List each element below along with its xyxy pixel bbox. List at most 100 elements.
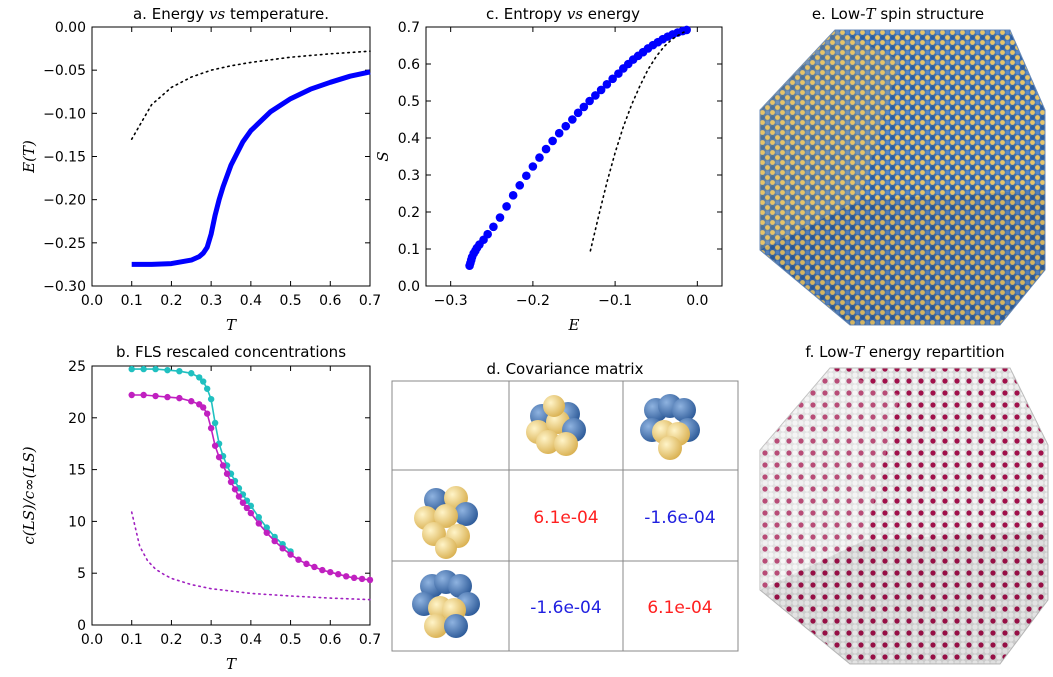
y-tick-label: 0.00	[55, 20, 86, 36]
series-dotted-1	[130, 50, 371, 140]
series-point	[335, 571, 342, 578]
x-tick-label: 0.7	[359, 632, 381, 648]
series-point	[303, 560, 310, 568]
y-tick-label: 20	[68, 411, 86, 427]
y-tick-label: 0.6	[398, 57, 420, 73]
scatter-point	[541, 144, 551, 154]
series-point	[319, 566, 326, 574]
series-dotted-1	[589, 29, 688, 252]
series-point	[215, 453, 223, 461]
axes-frame	[425, 26, 723, 287]
x-tick-label: 0.3	[200, 293, 222, 309]
chart-c: −0.3 −0.2 −0.1 0.0 0.0 0.1 0.2 0.3 0.4 0.5 0.6 0.7 E…	[374, 20, 723, 334]
x-tick-label: 0.5	[279, 293, 301, 309]
series-point	[140, 365, 147, 373]
panel-a-title: a. Energy vs temperature.	[133, 5, 329, 23]
chart-b: 0.0 0.1 0.2 0.3 0.4 0.5 0.6 0.7 0 5 10 15 20 25 Tc(LS)…	[20, 359, 381, 673]
scatter-point	[528, 162, 538, 171]
series-point	[207, 395, 215, 403]
cluster-row-1-image	[414, 486, 478, 559]
series-point	[207, 424, 215, 432]
series-point	[188, 370, 195, 377]
y-tick-label: 0.1	[398, 242, 420, 258]
series-point	[263, 524, 270, 531]
series-point	[128, 391, 135, 399]
series-point	[342, 573, 350, 580]
scatter-point	[579, 102, 589, 112]
cov-cell-1-2: -1.6e-04	[644, 508, 715, 528]
series-point	[239, 499, 247, 506]
series-point	[164, 366, 171, 374]
y-tick-label: 0.7	[398, 20, 420, 36]
series-point	[287, 551, 294, 558]
y-axis-label: S	[374, 151, 392, 161]
series-point	[350, 574, 358, 582]
y-tick-label: −0.25	[43, 236, 86, 252]
axes-frame	[91, 365, 371, 626]
y-tick-label: 0.0	[398, 279, 420, 295]
y-tick-label: 0.5	[398, 94, 420, 110]
series-point	[200, 378, 207, 385]
panel-b-title: b. FLS rescaled concentrations	[116, 343, 346, 361]
series-point	[311, 563, 318, 571]
x-tick-label: 0.4	[240, 632, 262, 648]
scatter-point	[522, 171, 531, 181]
y-tick-label: 0.2	[398, 205, 420, 221]
x-tick-label: 0.6	[319, 632, 341, 648]
scatter-point	[489, 222, 498, 232]
x-axis-label: E	[568, 316, 580, 334]
spin-structure-image	[759, 29, 1046, 326]
x-tick-label: 0.5	[279, 632, 301, 648]
x-tick-label: 0.1	[121, 293, 143, 309]
cov-cell-1-1: 6.1e-04	[533, 508, 598, 528]
scatter-point	[548, 136, 557, 146]
cluster-col-2-image	[640, 394, 700, 460]
scatter-point	[554, 128, 564, 138]
series-point	[327, 568, 334, 576]
y-axis-label: c(LS)/c∞(LS)	[20, 446, 38, 544]
series-line-0	[131, 69, 371, 267]
series-point	[247, 509, 255, 517]
series-point	[366, 576, 374, 584]
series-point	[128, 365, 135, 373]
chart-a: 0.0 0.1 0.2 0.3 0.4 0.5 0.6 0.7 −0.30 −0.25 −0.20 −…	[20, 20, 381, 334]
y-tick-label: −0.15	[43, 150, 86, 166]
y-tick-label: 0.4	[398, 131, 420, 147]
scatter-point	[602, 80, 612, 89]
series-point	[271, 537, 278, 545]
panel-f-title: f. Low-T energy repartition	[805, 343, 1004, 361]
y-tick-label: −0.30	[43, 279, 86, 295]
series-point	[152, 392, 159, 400]
series-point	[188, 398, 195, 405]
x-tick-label: −0.3	[434, 293, 468, 309]
x-tick-label: 0.0	[686, 293, 708, 309]
y-tick-label: −0.05	[43, 63, 86, 79]
x-tick-label: 0.0	[81, 632, 103, 648]
y-tick-label: 0	[77, 618, 86, 634]
scatter-point	[596, 85, 606, 95]
series-point	[200, 404, 207, 411]
y-tick-label: 10	[68, 514, 86, 530]
scatter-point	[508, 191, 518, 200]
series-point	[164, 393, 171, 401]
series-point	[279, 545, 286, 552]
energy-repartition-image	[759, 367, 1049, 665]
x-tick-label: 0.4	[240, 293, 262, 309]
panel-e-title: e. Low-T spin structure	[812, 5, 984, 23]
x-tick-label: 0.2	[160, 293, 182, 309]
scatter-point	[573, 108, 583, 118]
y-tick-label: 0.3	[398, 168, 420, 184]
series-point	[255, 520, 262, 527]
x-tick-label: 0.2	[160, 632, 182, 648]
covariance-table: 6.1e-04 -1.6e-04 -1.6e-04 6.1e-04	[391, 380, 739, 652]
y-axis-label: E(T)	[20, 140, 38, 174]
series-point	[255, 514, 262, 521]
cov-cell-2-1: -1.6e-04	[530, 598, 601, 618]
x-tick-label: 0.6	[319, 293, 341, 309]
scatter-point	[535, 153, 544, 162]
y-tick-label: 25	[68, 359, 86, 375]
x-tick-label: −0.2	[516, 293, 550, 309]
series-point	[227, 478, 235, 486]
series-point	[235, 493, 243, 500]
